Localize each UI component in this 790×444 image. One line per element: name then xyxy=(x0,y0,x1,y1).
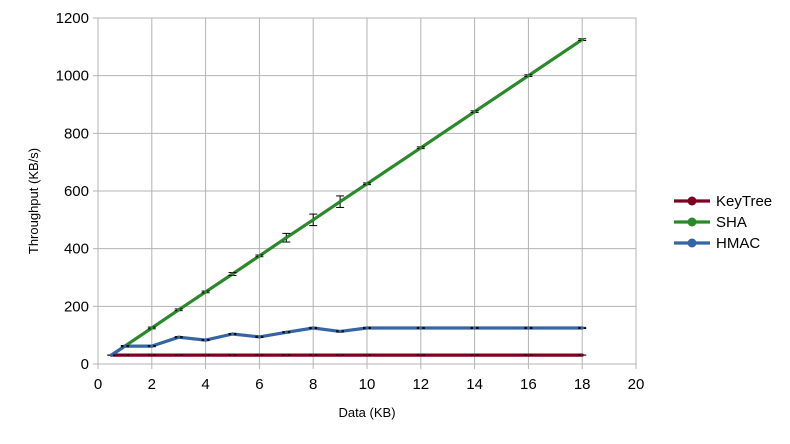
data-point xyxy=(311,326,315,330)
series-line-sha xyxy=(109,37,584,357)
data-point xyxy=(419,146,423,150)
x-tick-label: 2 xyxy=(148,376,156,393)
legend: KeyTree SHA HMAC xyxy=(674,193,772,252)
data-point xyxy=(257,353,261,357)
data-point xyxy=(526,326,531,330)
data-point xyxy=(526,74,531,78)
data-point xyxy=(365,326,369,330)
y-tick-label: 400 xyxy=(64,241,89,258)
legend-item-hmac: HMAC xyxy=(674,235,760,252)
data-point xyxy=(473,110,477,114)
data-point xyxy=(230,353,235,357)
data-point xyxy=(230,332,235,336)
data-point xyxy=(419,353,423,357)
x-tick-label: 14 xyxy=(466,376,483,393)
data-point xyxy=(338,200,342,204)
x-tick-label: 10 xyxy=(359,376,376,393)
y-tick-label: 800 xyxy=(64,125,89,142)
y-tick-label: 200 xyxy=(64,298,89,315)
legend-item-sha: SHA xyxy=(674,214,747,231)
x-tick-label: 8 xyxy=(309,376,317,393)
legend-label: KeyTree xyxy=(716,193,772,210)
data-point xyxy=(257,254,261,258)
data-point xyxy=(338,353,342,357)
x-tick-label: 4 xyxy=(201,376,209,393)
y-tick-label: 1200 xyxy=(56,10,89,27)
legend-swatch-marker xyxy=(687,238,697,248)
data-point xyxy=(365,182,369,186)
data-point xyxy=(150,344,154,348)
x-axis-title: Data (KB) xyxy=(338,405,395,420)
data-point xyxy=(419,326,423,330)
data-point xyxy=(311,218,315,222)
data-point xyxy=(109,353,114,357)
data-point xyxy=(150,353,154,357)
y-tick-label: 600 xyxy=(64,183,89,200)
legend-label: SHA xyxy=(716,214,747,231)
data-point xyxy=(230,272,235,276)
data-point xyxy=(284,330,288,334)
data-point xyxy=(473,326,477,330)
data-point xyxy=(526,353,531,357)
y-axis-title: Throughput (KB/s) xyxy=(26,148,41,254)
x-tick-label: 20 xyxy=(628,376,645,393)
legend-item-keytree: KeyTree xyxy=(674,193,772,210)
data-point xyxy=(123,353,127,357)
x-tick-label: 0 xyxy=(94,376,102,393)
data-point xyxy=(123,344,127,348)
grid xyxy=(93,17,637,369)
series-layer xyxy=(107,37,587,357)
x-tick-label: 12 xyxy=(412,376,429,393)
data-point xyxy=(204,353,208,357)
data-point xyxy=(204,338,208,342)
data-point xyxy=(580,38,584,42)
legend-label: HMAC xyxy=(716,235,760,252)
x-tick-label: 18 xyxy=(574,376,591,393)
data-point xyxy=(177,308,181,312)
series-hmac xyxy=(107,326,587,357)
series-keytree xyxy=(107,353,587,357)
data-point xyxy=(257,335,261,339)
data-point xyxy=(580,353,584,357)
series-line-hmac xyxy=(109,326,584,357)
y-tick-label: 0 xyxy=(81,356,89,373)
data-point xyxy=(284,236,288,240)
data-point xyxy=(177,353,181,357)
data-point xyxy=(311,353,315,357)
data-point xyxy=(284,353,288,357)
data-point xyxy=(338,329,342,334)
series-sha xyxy=(107,37,587,357)
data-point xyxy=(473,353,477,357)
data-point xyxy=(177,335,181,339)
data-point xyxy=(150,326,154,330)
x-tick-label: 16 xyxy=(520,376,537,393)
legend-swatch-marker xyxy=(687,196,697,206)
x-tick-label: 6 xyxy=(255,376,263,393)
y-tick-label: 1000 xyxy=(56,68,89,85)
legend-swatch-marker xyxy=(687,217,697,227)
data-point xyxy=(365,353,369,357)
plot-area-frame xyxy=(97,17,637,365)
data-point xyxy=(580,326,584,330)
data-point xyxy=(204,290,208,294)
